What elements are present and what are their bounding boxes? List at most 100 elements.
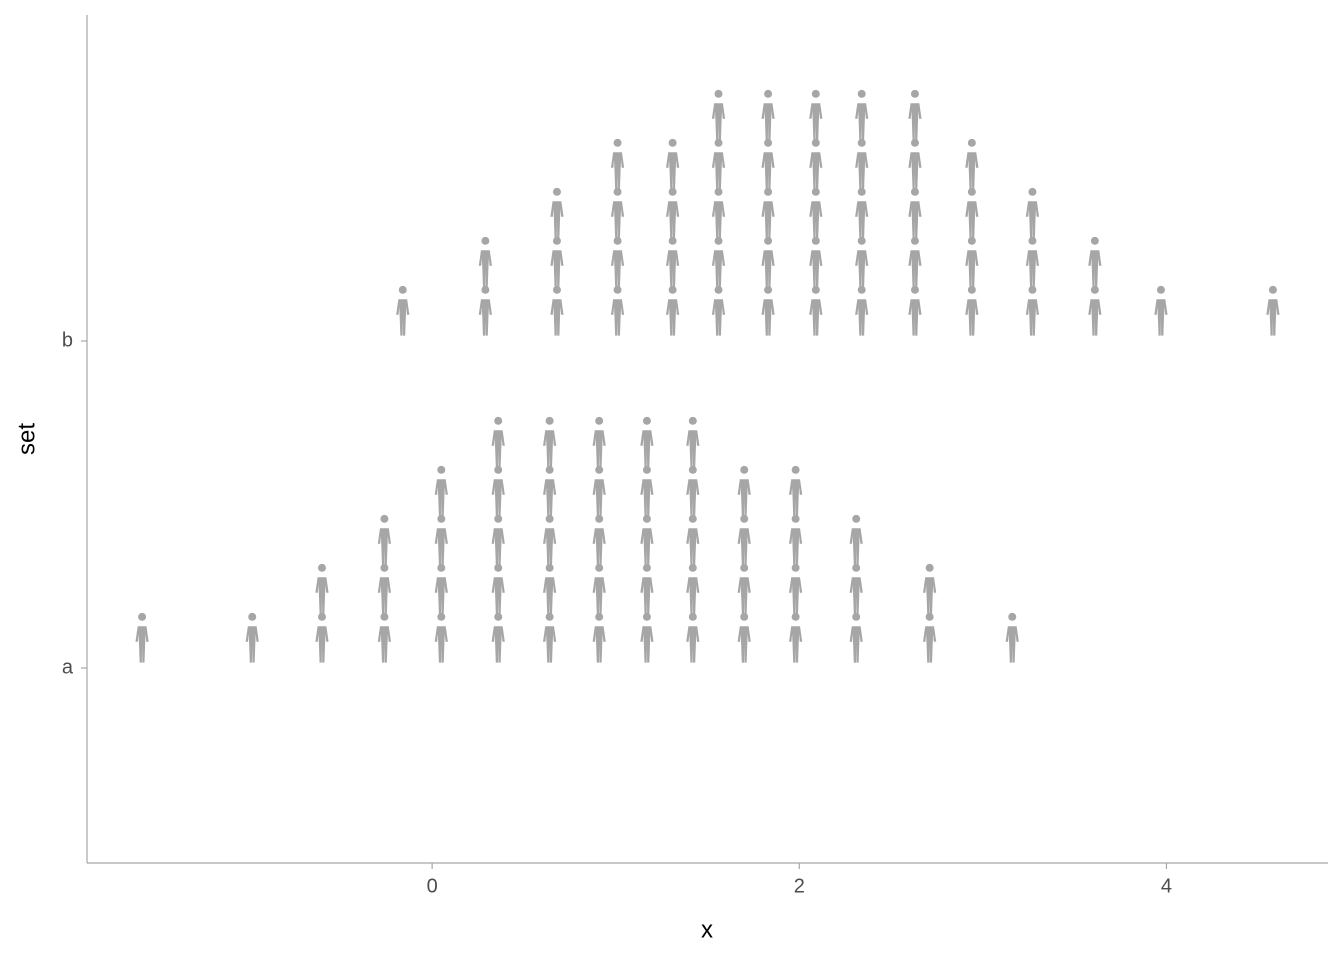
- person-dot: [491, 416, 505, 467]
- person-dot: [908, 187, 922, 238]
- person-dot: [855, 236, 869, 287]
- person-dot: [923, 612, 937, 663]
- person-dot: [315, 612, 329, 663]
- person-dot: [686, 563, 700, 614]
- person-dot: [761, 236, 775, 287]
- person-dot: [610, 138, 625, 189]
- person-dot: [965, 285, 979, 336]
- person-dot: [434, 514, 448, 565]
- person-dot: [711, 236, 726, 287]
- person-dot: [610, 285, 625, 336]
- x-tick-label: 4: [1161, 875, 1172, 897]
- person-dot: [1025, 285, 1040, 336]
- person-dot: [478, 285, 492, 336]
- person-dot: [610, 187, 625, 238]
- person-dot: [711, 285, 726, 336]
- person-dot: [491, 465, 505, 516]
- person-dot: [1025, 236, 1040, 287]
- person-dot: [491, 514, 505, 565]
- person-dot: [789, 465, 803, 516]
- person-dot: [855, 138, 869, 189]
- person-dot: [737, 514, 751, 565]
- person-dot: [640, 465, 654, 516]
- person-dot: [666, 187, 680, 238]
- person-dot: [543, 514, 557, 565]
- person-dot: [592, 465, 606, 516]
- person-dot: [908, 285, 922, 336]
- person-dot: [789, 612, 803, 663]
- person-dot: [711, 187, 726, 238]
- person-dot: [855, 89, 869, 140]
- person-dot: [908, 236, 922, 287]
- person-dot: [849, 563, 863, 614]
- person-dot: [592, 612, 606, 663]
- person-dot: [640, 612, 654, 663]
- person-dot: [908, 89, 922, 140]
- person-dot: [965, 138, 979, 189]
- person-dot: [1005, 612, 1019, 663]
- person-dot: [610, 236, 625, 287]
- person-dot: [543, 416, 557, 467]
- x-axis-title: x: [701, 916, 713, 943]
- person-dot: [550, 187, 564, 238]
- person-dot: [550, 236, 564, 287]
- person-dot: [923, 563, 937, 614]
- person-dot: [550, 285, 564, 336]
- person-dot: [543, 465, 557, 516]
- person-dot: [592, 416, 606, 467]
- person-dot: [789, 563, 803, 614]
- person-dot: [491, 563, 505, 614]
- person-dot: [849, 612, 863, 663]
- person-dot: [761, 89, 775, 140]
- person-dot: [809, 236, 823, 287]
- person-dot: [789, 514, 803, 565]
- x-tick-label: 0: [427, 875, 438, 897]
- person-dot: [855, 285, 869, 336]
- person-dot: [592, 514, 606, 565]
- person-dot: [855, 187, 869, 238]
- person-dot: [434, 465, 448, 516]
- person-dot: [711, 138, 726, 189]
- person-dot: [809, 187, 823, 238]
- person-dot: [592, 563, 606, 614]
- person-dot: [1088, 285, 1102, 336]
- person-dot: [1088, 236, 1102, 287]
- person-dot: [686, 416, 700, 467]
- person-dot: [809, 89, 823, 140]
- person-dot: [737, 563, 751, 614]
- person-dot: [434, 563, 448, 614]
- person-dot: [761, 138, 775, 189]
- person-dot: [761, 187, 775, 238]
- person-dot: [315, 563, 329, 614]
- person-dot: [666, 138, 680, 189]
- y-tick-label: a: [62, 656, 74, 678]
- x-tick-label: 2: [794, 875, 805, 897]
- person-dot: [245, 612, 259, 663]
- person-dot: [377, 612, 391, 663]
- person-dot: [543, 612, 557, 663]
- person-dot: [478, 236, 492, 287]
- person-dot: [491, 612, 505, 663]
- person-dot: [1154, 285, 1168, 336]
- person-dot: [737, 465, 751, 516]
- person-dot: [686, 465, 700, 516]
- person-dot: [640, 563, 654, 614]
- person-dot: [666, 236, 680, 287]
- person-dot: [737, 612, 751, 663]
- person-dot: [666, 285, 680, 336]
- person-dot: [809, 285, 823, 336]
- person-dot: [965, 187, 979, 238]
- person-dot: [761, 285, 775, 336]
- person-dot: [396, 285, 410, 336]
- y-tick-label: b: [62, 329, 73, 351]
- person-dot: [543, 563, 557, 614]
- y-axis-title: set: [13, 423, 40, 455]
- person-dot: [908, 138, 922, 189]
- person-dot: [809, 138, 823, 189]
- person-dot: [849, 514, 863, 565]
- person-dot: [640, 416, 654, 467]
- person-dot: [377, 563, 391, 614]
- person-dot: [965, 236, 979, 287]
- person-dot: [686, 514, 700, 565]
